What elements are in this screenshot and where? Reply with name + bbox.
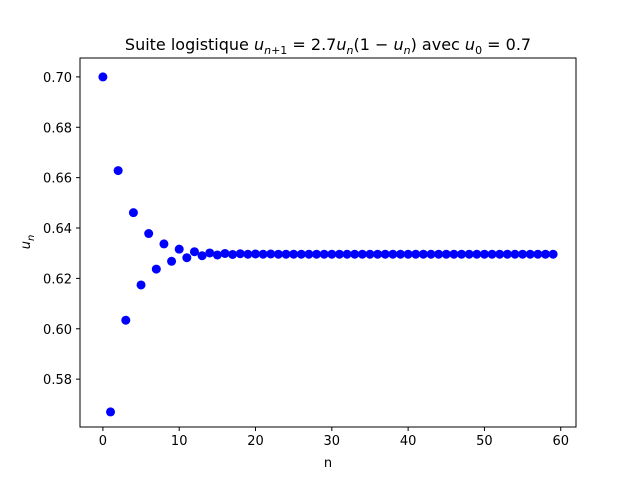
data-point [296, 249, 306, 259]
y-axis-label: un [19, 235, 37, 250]
data-point [289, 249, 299, 259]
x-axis-label: n [324, 456, 332, 471]
data-point [373, 249, 383, 259]
y-tick-label: 0.64 [43, 222, 72, 237]
data-point [136, 280, 146, 290]
y-tick-label: 0.60 [43, 323, 72, 338]
data-point [441, 249, 451, 259]
data-point [411, 249, 421, 259]
x-tick-label: 40 [400, 434, 417, 449]
y-tick-label: 0.70 [43, 71, 72, 86]
x-tick-label: 0 [99, 434, 107, 449]
x-tick-label: 10 [171, 434, 188, 449]
data-point [334, 249, 344, 259]
data-point [487, 249, 497, 259]
chart-title: Suite logistique un+1 = 2.7un(1 − un) av… [125, 35, 531, 57]
plot-frame [79, 57, 577, 428]
y-tick-label: 0.62 [43, 272, 72, 287]
data-point [159, 239, 169, 249]
data-point [426, 249, 436, 259]
x-tick-label: 20 [247, 434, 264, 449]
data-point [182, 253, 192, 263]
data-point [273, 249, 283, 259]
data-points [98, 72, 558, 417]
data-point [144, 229, 154, 239]
data-point [525, 249, 535, 259]
data-point [350, 249, 360, 259]
data-point [304, 249, 314, 259]
data-point [121, 315, 131, 325]
data-point [380, 249, 390, 259]
data-point [540, 249, 550, 259]
data-point [312, 249, 322, 259]
data-point [403, 249, 413, 259]
data-point [205, 248, 215, 258]
data-point [395, 249, 405, 259]
data-point [251, 249, 261, 259]
data-point [106, 407, 116, 417]
y-tick-label: 0.68 [43, 121, 72, 136]
y-tick-label: 0.58 [43, 373, 72, 388]
data-point [388, 249, 398, 259]
data-point [457, 249, 467, 259]
data-point [228, 249, 238, 259]
data-point [98, 72, 108, 82]
x-axis-ticks: 0 10 20 30 40 50 60 [99, 427, 569, 449]
data-point [434, 249, 444, 259]
data-point [495, 249, 505, 259]
data-point [243, 249, 253, 259]
data-point [472, 249, 482, 259]
data-point [212, 250, 222, 260]
data-point [479, 249, 489, 259]
data-point [189, 247, 199, 257]
y-axis-ticks: 0.58 0.60 0.62 0.64 0.66 0.68 0.70 [43, 71, 80, 388]
x-tick-label: 50 [476, 434, 493, 449]
data-point [518, 249, 528, 259]
x-tick-label: 30 [324, 434, 341, 449]
data-point [281, 249, 291, 259]
data-point [327, 249, 337, 259]
data-point [449, 249, 459, 259]
data-point [365, 249, 375, 259]
y-tick-label: 0.66 [43, 172, 72, 187]
data-point [342, 249, 352, 259]
data-point [357, 249, 367, 259]
data-point [151, 264, 161, 274]
data-point [548, 249, 558, 259]
data-point [464, 249, 474, 259]
data-point [533, 249, 543, 259]
data-point [220, 248, 230, 258]
data-point [235, 249, 245, 259]
data-point [197, 251, 207, 261]
data-point [174, 244, 184, 254]
data-point [510, 249, 520, 259]
data-point [418, 249, 428, 259]
data-point [502, 249, 512, 259]
x-tick-label: 60 [552, 434, 569, 449]
data-point [128, 208, 138, 218]
data-point [113, 166, 123, 176]
chart-title-text: Suite logistique [125, 35, 254, 54]
data-point [167, 256, 177, 266]
data-point [266, 249, 276, 259]
data-point [258, 249, 268, 259]
data-point [319, 249, 329, 259]
